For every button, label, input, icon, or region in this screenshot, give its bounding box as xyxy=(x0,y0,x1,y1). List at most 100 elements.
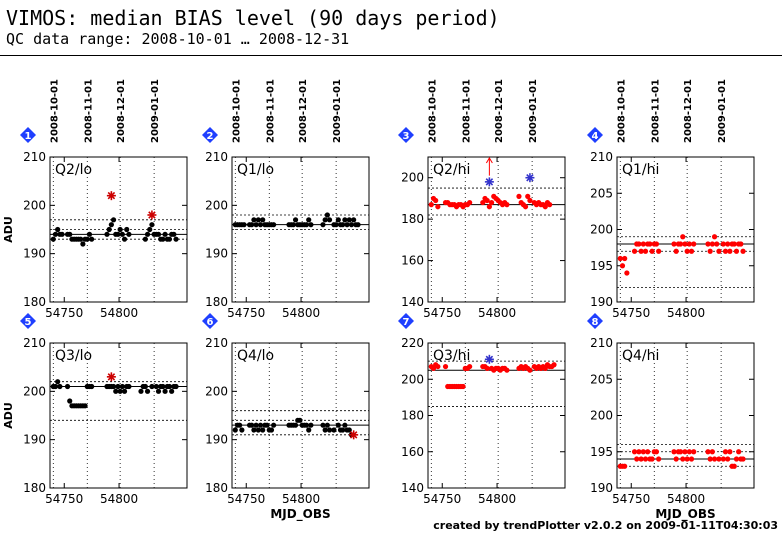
data-point xyxy=(707,456,713,462)
y-tick-label: 200 xyxy=(205,384,228,398)
data-point xyxy=(104,231,110,237)
data-point xyxy=(106,226,112,233)
panel-badge-number: 2 xyxy=(207,131,214,142)
data-point xyxy=(86,231,93,237)
data-point xyxy=(344,222,350,228)
data-point xyxy=(622,463,628,469)
data-point xyxy=(253,222,259,228)
data-point xyxy=(522,204,529,210)
data-point xyxy=(268,427,275,433)
data-point xyxy=(709,449,715,455)
data-point xyxy=(115,231,121,237)
data-point xyxy=(144,388,151,394)
data-point xyxy=(634,456,640,462)
data-point xyxy=(171,231,177,237)
data-point xyxy=(162,231,168,237)
date-tick-label: 2008-10-01 xyxy=(231,79,242,143)
x-axis-label: MJD_OBS xyxy=(655,507,715,522)
data-point xyxy=(340,427,346,433)
data-point xyxy=(126,231,132,237)
data-point xyxy=(740,248,746,254)
outlier-stroke xyxy=(107,373,116,381)
data-point xyxy=(504,367,510,373)
data-point xyxy=(166,236,173,242)
panel-badge-number: 8 xyxy=(592,317,599,328)
data-point xyxy=(617,255,623,262)
data-point xyxy=(335,217,341,223)
data-point xyxy=(292,217,299,223)
data-point xyxy=(709,241,715,247)
data-point xyxy=(297,417,303,423)
data-point xyxy=(682,241,688,247)
data-point xyxy=(346,217,352,223)
y-tick-label: 200 xyxy=(401,372,424,386)
panel-7: 7 140 160 180 200 220 54750 54800 Q3/hi xyxy=(398,313,566,506)
x-tick-label: 54800 xyxy=(667,492,705,506)
data-point xyxy=(688,456,695,462)
panel-4: 4 190 195 200 205 210 54750 54800 2008-10-01 2008… xyxy=(587,79,755,320)
panel-8: 8 190 195 200 205 210 54750 54800 Q4/hi MJD_OBS xyxy=(587,313,755,522)
data-point xyxy=(232,427,238,433)
data-point xyxy=(740,456,746,462)
data-point xyxy=(55,226,61,233)
y-tick-label: 190 xyxy=(205,247,228,261)
y-tick-label: 200 xyxy=(205,198,228,212)
panel-badge-number: 3 xyxy=(403,131,410,142)
data-point xyxy=(110,217,117,223)
data-point xyxy=(113,388,119,394)
y-tick-label: 210 xyxy=(590,336,613,350)
data-point xyxy=(239,427,245,433)
data-point xyxy=(126,383,132,390)
data-point xyxy=(707,248,713,254)
data-point xyxy=(173,236,179,242)
data-point xyxy=(527,367,533,373)
data-point xyxy=(725,241,731,247)
data-point xyxy=(631,248,638,254)
data-point xyxy=(622,255,628,262)
panel-badge-diamond xyxy=(20,313,36,329)
data-point xyxy=(52,383,59,390)
header: VIMOS: median BIAS level (90 days period… xyxy=(6,6,500,48)
x-tick-label: 54800 xyxy=(282,492,320,506)
plot-frame xyxy=(49,342,188,489)
data-point xyxy=(147,226,153,233)
data-point xyxy=(257,422,264,428)
date-tick-label: 2008-11-01 xyxy=(650,79,661,143)
data-point xyxy=(292,422,299,428)
data-point xyxy=(331,427,337,433)
x-axis-label: MJD_OBS xyxy=(270,507,330,522)
x-tick-label: 54750 xyxy=(227,306,265,320)
plot-frame xyxy=(231,342,370,489)
data-point xyxy=(322,217,328,223)
panel-badge-diamond xyxy=(202,127,218,143)
y-tick-label: 190 xyxy=(205,433,228,447)
data-point xyxy=(251,217,257,223)
data-point xyxy=(705,449,711,455)
outlier-stroke xyxy=(485,178,494,186)
data-point xyxy=(115,383,121,390)
data-point xyxy=(460,383,466,390)
data-point xyxy=(677,449,684,455)
x-tick-label: 54750 xyxy=(227,492,265,506)
panel-2: 2 180 190 200 210 54750 54800 2008-10-01 2008-11… xyxy=(202,79,370,320)
y-axis-label: ADU xyxy=(2,402,15,429)
data-point xyxy=(249,422,255,428)
data-point xyxy=(149,383,155,390)
panel-badge-diamond xyxy=(587,313,603,329)
data-point xyxy=(255,217,261,223)
data-point xyxy=(636,449,642,455)
plot-frame xyxy=(427,156,566,303)
data-point xyxy=(260,217,266,223)
offscale-arrow-head xyxy=(485,157,493,164)
date-tick-label: 2009-01-01 xyxy=(332,79,343,143)
data-point xyxy=(306,217,312,223)
panel-badge-diamond xyxy=(587,127,603,143)
data-point xyxy=(428,202,434,208)
panel-5: 5 180 190 200 210 54750 54800 Q3/lo ADU xyxy=(2,313,188,506)
y-tick-label: 210 xyxy=(205,150,228,164)
data-point xyxy=(645,449,651,455)
data-point xyxy=(688,248,695,254)
data-point xyxy=(82,403,88,409)
data-point xyxy=(711,234,718,240)
